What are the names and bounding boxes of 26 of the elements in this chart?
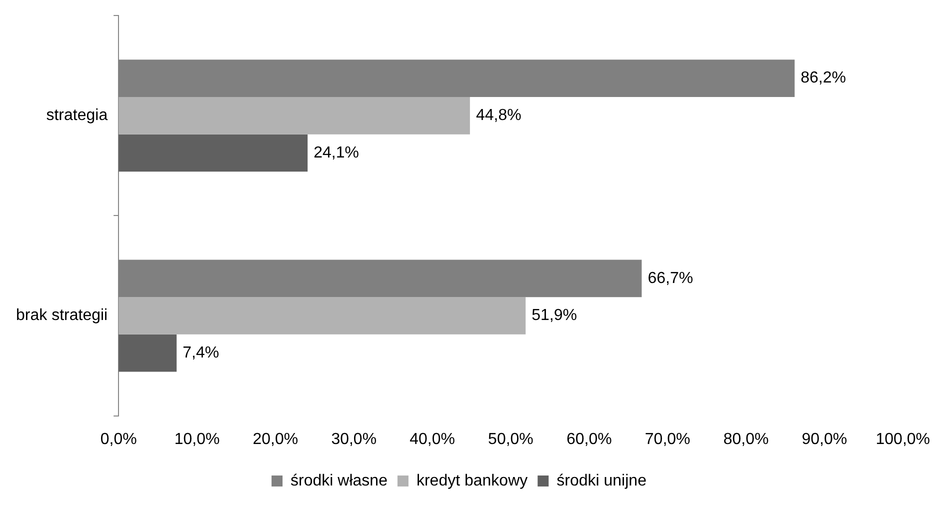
bar — [118, 134, 308, 172]
x-tick-label: 30,0% — [331, 430, 377, 448]
legend-label: środki własne — [290, 472, 388, 490]
x-tick-label: 20,0% — [252, 430, 298, 448]
x-tick-label: 80,0% — [723, 430, 769, 448]
legend-label: kredyt bankowy — [416, 472, 528, 490]
data-label: 24,1% — [314, 144, 359, 162]
bar — [118, 96, 470, 134]
legend-label: środki unijne — [556, 472, 647, 490]
y-tick-label: strategia — [46, 107, 108, 124]
bar — [118, 334, 177, 372]
x-tick-label: 10,0% — [174, 430, 220, 448]
data-label: 86,2% — [800, 70, 846, 87]
x-tick-label: 60,0% — [566, 430, 612, 448]
data-label: 51,9% — [532, 307, 578, 324]
x-tick-label: 100,0% — [876, 430, 930, 448]
data-label: 44,8% — [476, 107, 522, 124]
bar — [118, 297, 526, 334]
x-tick-label: 50,0% — [488, 430, 534, 448]
x-tick-label: 40,0% — [410, 430, 455, 448]
data-label: 66,7% — [648, 270, 694, 287]
x-tick-label: 0,0% — [100, 430, 137, 448]
x-tick-label: 70,0% — [644, 430, 690, 448]
data-label: 7,4% — [182, 344, 220, 362]
y-tick-label: brak strategii — [16, 307, 108, 324]
x-tick-label: 90,0% — [802, 430, 848, 448]
